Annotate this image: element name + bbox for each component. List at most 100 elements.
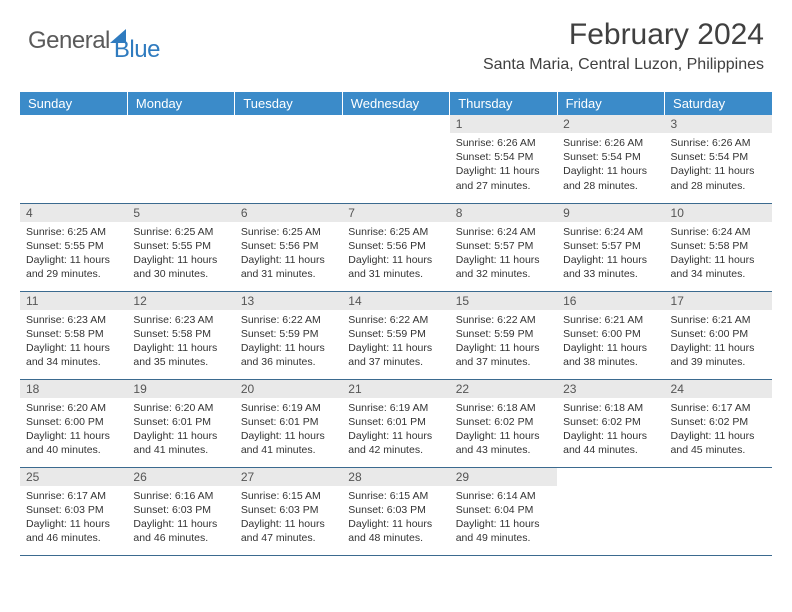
calendar-day-cell: 28Sunrise: 6:15 AMSunset: 6:03 PMDayligh… bbox=[342, 467, 449, 555]
calendar-day-cell: 26Sunrise: 6:16 AMSunset: 6:03 PMDayligh… bbox=[127, 467, 234, 555]
sunrise-text: Sunrise: 6:21 AM bbox=[563, 313, 658, 327]
daylight-text: Daylight: 11 hours and 38 minutes. bbox=[563, 341, 658, 369]
day-number: 14 bbox=[342, 292, 449, 310]
daylight-text: Daylight: 11 hours and 40 minutes. bbox=[26, 429, 121, 457]
sunrise-text: Sunrise: 6:25 AM bbox=[241, 225, 336, 239]
sunset-text: Sunset: 6:03 PM bbox=[26, 503, 121, 517]
sunset-text: Sunset: 6:04 PM bbox=[456, 503, 551, 517]
daylight-text: Daylight: 11 hours and 42 minutes. bbox=[348, 429, 443, 457]
sunrise-text: Sunrise: 6:19 AM bbox=[241, 401, 336, 415]
sunset-text: Sunset: 5:55 PM bbox=[133, 239, 228, 253]
weekday-header: Friday bbox=[557, 92, 664, 115]
day-number: 10 bbox=[665, 204, 772, 222]
sunset-text: Sunset: 6:00 PM bbox=[563, 327, 658, 341]
calendar-day-cell: 14Sunrise: 6:22 AMSunset: 5:59 PMDayligh… bbox=[342, 291, 449, 379]
day-info: Sunrise: 6:21 AMSunset: 6:00 PMDaylight:… bbox=[665, 310, 772, 373]
day-number: 25 bbox=[20, 468, 127, 486]
day-info: Sunrise: 6:25 AMSunset: 5:55 PMDaylight:… bbox=[127, 222, 234, 285]
calendar-day-cell: 11Sunrise: 6:23 AMSunset: 5:58 PMDayligh… bbox=[20, 291, 127, 379]
daylight-text: Daylight: 11 hours and 28 minutes. bbox=[563, 164, 658, 192]
daylight-text: Daylight: 11 hours and 30 minutes. bbox=[133, 253, 228, 281]
calendar-table: SundayMondayTuesdayWednesdayThursdayFrid… bbox=[20, 92, 772, 556]
calendar-day-cell: 4Sunrise: 6:25 AMSunset: 5:55 PMDaylight… bbox=[20, 203, 127, 291]
day-info: Sunrise: 6:26 AMSunset: 5:54 PMDaylight:… bbox=[450, 133, 557, 196]
sunset-text: Sunset: 6:02 PM bbox=[456, 415, 551, 429]
calendar-week-row: 18Sunrise: 6:20 AMSunset: 6:00 PMDayligh… bbox=[20, 379, 772, 467]
sunrise-text: Sunrise: 6:19 AM bbox=[348, 401, 443, 415]
calendar-day-cell: 3Sunrise: 6:26 AMSunset: 5:54 PMDaylight… bbox=[665, 115, 772, 203]
calendar-day-cell: 7Sunrise: 6:25 AMSunset: 5:56 PMDaylight… bbox=[342, 203, 449, 291]
calendar-week-row: 25Sunrise: 6:17 AMSunset: 6:03 PMDayligh… bbox=[20, 467, 772, 555]
daylight-text: Daylight: 11 hours and 41 minutes. bbox=[241, 429, 336, 457]
daylight-text: Daylight: 11 hours and 43 minutes. bbox=[456, 429, 551, 457]
sunset-text: Sunset: 6:01 PM bbox=[133, 415, 228, 429]
day-info: Sunrise: 6:21 AMSunset: 6:00 PMDaylight:… bbox=[557, 310, 664, 373]
sunrise-text: Sunrise: 6:24 AM bbox=[456, 225, 551, 239]
day-info: Sunrise: 6:24 AMSunset: 5:58 PMDaylight:… bbox=[665, 222, 772, 285]
sunset-text: Sunset: 6:00 PM bbox=[26, 415, 121, 429]
day-info: Sunrise: 6:23 AMSunset: 5:58 PMDaylight:… bbox=[20, 310, 127, 373]
weekday-header: Sunday bbox=[20, 92, 127, 115]
calendar-day-cell: 27Sunrise: 6:15 AMSunset: 6:03 PMDayligh… bbox=[235, 467, 342, 555]
calendar-day-cell: 17Sunrise: 6:21 AMSunset: 6:00 PMDayligh… bbox=[665, 291, 772, 379]
month-title: February 2024 bbox=[483, 18, 764, 52]
day-number: 19 bbox=[127, 380, 234, 398]
day-info: Sunrise: 6:18 AMSunset: 6:02 PMDaylight:… bbox=[450, 398, 557, 461]
sunset-text: Sunset: 6:01 PM bbox=[241, 415, 336, 429]
calendar-day-cell: 5Sunrise: 6:25 AMSunset: 5:55 PMDaylight… bbox=[127, 203, 234, 291]
calendar-day-cell: 13Sunrise: 6:22 AMSunset: 5:59 PMDayligh… bbox=[235, 291, 342, 379]
sunset-text: Sunset: 6:00 PM bbox=[671, 327, 766, 341]
day-number: 24 bbox=[665, 380, 772, 398]
daylight-text: Daylight: 11 hours and 46 minutes. bbox=[26, 517, 121, 545]
calendar-day-cell: 12Sunrise: 6:23 AMSunset: 5:58 PMDayligh… bbox=[127, 291, 234, 379]
day-number: 2 bbox=[557, 115, 664, 133]
day-info: Sunrise: 6:25 AMSunset: 5:56 PMDaylight:… bbox=[342, 222, 449, 285]
day-number: 20 bbox=[235, 380, 342, 398]
day-info: Sunrise: 6:19 AMSunset: 6:01 PMDaylight:… bbox=[342, 398, 449, 461]
day-info: Sunrise: 6:24 AMSunset: 5:57 PMDaylight:… bbox=[557, 222, 664, 285]
sunset-text: Sunset: 5:54 PM bbox=[671, 150, 766, 164]
sunset-text: Sunset: 6:03 PM bbox=[348, 503, 443, 517]
weekday-header: Wednesday bbox=[342, 92, 449, 115]
day-number: 12 bbox=[127, 292, 234, 310]
sunset-text: Sunset: 6:02 PM bbox=[563, 415, 658, 429]
daylight-text: Daylight: 11 hours and 39 minutes. bbox=[671, 341, 766, 369]
day-number: 4 bbox=[20, 204, 127, 222]
sunset-text: Sunset: 5:55 PM bbox=[26, 239, 121, 253]
sunrise-text: Sunrise: 6:26 AM bbox=[671, 136, 766, 150]
sunset-text: Sunset: 5:56 PM bbox=[348, 239, 443, 253]
calendar-day-cell: 6Sunrise: 6:25 AMSunset: 5:56 PMDaylight… bbox=[235, 203, 342, 291]
weekday-header: Thursday bbox=[450, 92, 557, 115]
sunrise-text: Sunrise: 6:25 AM bbox=[26, 225, 121, 239]
sunrise-text: Sunrise: 6:20 AM bbox=[26, 401, 121, 415]
calendar-week-row: 4Sunrise: 6:25 AMSunset: 5:55 PMDaylight… bbox=[20, 203, 772, 291]
sunrise-text: Sunrise: 6:20 AM bbox=[133, 401, 228, 415]
day-number: 7 bbox=[342, 204, 449, 222]
day-info: Sunrise: 6:19 AMSunset: 6:01 PMDaylight:… bbox=[235, 398, 342, 461]
calendar-day-cell: 23Sunrise: 6:18 AMSunset: 6:02 PMDayligh… bbox=[557, 379, 664, 467]
calendar-day-cell: 18Sunrise: 6:20 AMSunset: 6:00 PMDayligh… bbox=[20, 379, 127, 467]
daylight-text: Daylight: 11 hours and 47 minutes. bbox=[241, 517, 336, 545]
day-number: 8 bbox=[450, 204, 557, 222]
calendar-day-cell: 2Sunrise: 6:26 AMSunset: 5:54 PMDaylight… bbox=[557, 115, 664, 203]
calendar-day-cell: 19Sunrise: 6:20 AMSunset: 6:01 PMDayligh… bbox=[127, 379, 234, 467]
daylight-text: Daylight: 11 hours and 34 minutes. bbox=[26, 341, 121, 369]
sunset-text: Sunset: 5:59 PM bbox=[348, 327, 443, 341]
day-number: 1 bbox=[450, 115, 557, 133]
calendar-day-cell: 15Sunrise: 6:22 AMSunset: 5:59 PMDayligh… bbox=[450, 291, 557, 379]
day-number: 13 bbox=[235, 292, 342, 310]
daylight-text: Daylight: 11 hours and 33 minutes. bbox=[563, 253, 658, 281]
day-info: Sunrise: 6:14 AMSunset: 6:04 PMDaylight:… bbox=[450, 486, 557, 549]
sunrise-text: Sunrise: 6:24 AM bbox=[563, 225, 658, 239]
day-number: 16 bbox=[557, 292, 664, 310]
day-info: Sunrise: 6:25 AMSunset: 5:55 PMDaylight:… bbox=[20, 222, 127, 285]
day-number: 23 bbox=[557, 380, 664, 398]
day-number: 29 bbox=[450, 468, 557, 486]
daylight-text: Daylight: 11 hours and 31 minutes. bbox=[348, 253, 443, 281]
sunrise-text: Sunrise: 6:26 AM bbox=[456, 136, 551, 150]
day-info: Sunrise: 6:17 AMSunset: 6:03 PMDaylight:… bbox=[20, 486, 127, 549]
sunrise-text: Sunrise: 6:25 AM bbox=[348, 225, 443, 239]
day-number: 27 bbox=[235, 468, 342, 486]
sunset-text: Sunset: 6:01 PM bbox=[348, 415, 443, 429]
day-number: 21 bbox=[342, 380, 449, 398]
